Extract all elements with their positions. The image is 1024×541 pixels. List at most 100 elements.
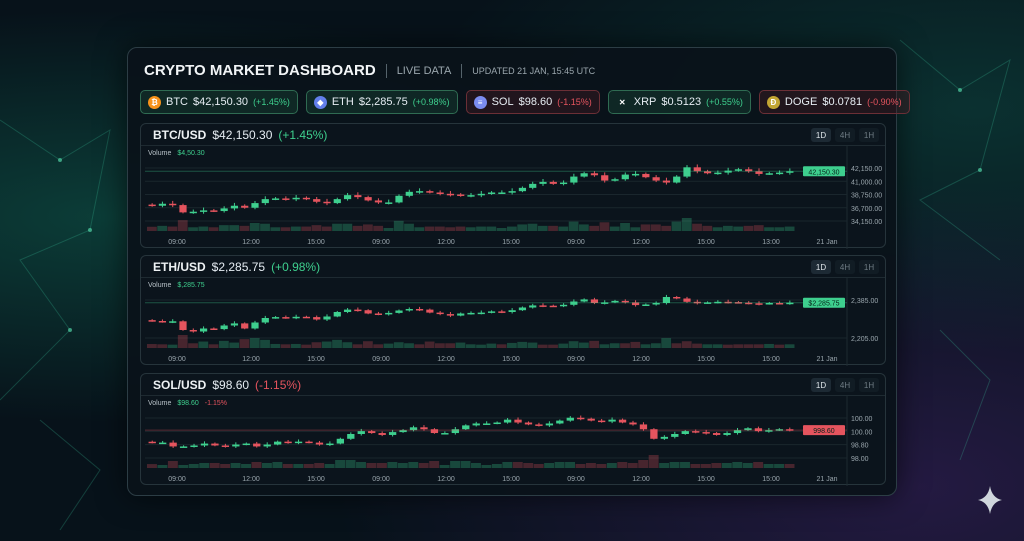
volume-bar (408, 462, 419, 468)
candle-body (539, 305, 547, 307)
ticker-xrp[interactable]: ✕ XRP $0.5123 (+0.55%) (607, 90, 751, 114)
x-tick-label: 09:00 (372, 239, 390, 246)
candle-body (498, 311, 506, 313)
volume-bar (753, 462, 764, 468)
volume-bar (435, 343, 445, 348)
volume-bar (743, 225, 754, 231)
volume-bar (301, 226, 312, 231)
ticker-symbol: BTC (166, 96, 188, 108)
volume-bar (280, 344, 291, 348)
volume-bar (424, 341, 435, 348)
volume-bar (648, 455, 659, 468)
candle-body (200, 443, 209, 446)
candle-body (271, 317, 280, 319)
candle-body (230, 205, 239, 209)
candle-body (662, 180, 671, 183)
ticker-change: (+0.98%) (412, 97, 450, 107)
timeframe-4h-button[interactable]: 4H (835, 128, 855, 142)
volume-bar (544, 463, 555, 468)
candle-body (524, 422, 533, 425)
timeframe-1d-button[interactable]: 1D (811, 378, 831, 392)
candle-body (755, 171, 763, 174)
y-tick-label: 98.80 (851, 443, 869, 450)
volume-bar (303, 464, 314, 468)
timeframe-1h-button[interactable]: 1H (859, 378, 879, 392)
volume-bar (147, 344, 157, 348)
volume-bar (188, 464, 199, 468)
timeframe-1h-button[interactable]: 1H (859, 128, 879, 142)
volume-bar (651, 343, 661, 348)
x-tick-label: 09:00 (372, 476, 390, 483)
volume-bar (445, 227, 456, 231)
timeframe-1d-button[interactable]: 1D (811, 128, 831, 142)
timeframe-selector: 1D 4H 1H (811, 378, 879, 392)
volume-bar (517, 341, 528, 348)
candlestick-chart[interactable]: 42,150.00 41,000.00 38,750.00 36,700.00 34,1… (141, 146, 887, 249)
volume-bar (599, 222, 610, 231)
volume-bar (565, 462, 575, 468)
candle-body (601, 302, 609, 304)
candle-body (775, 429, 783, 431)
pair-change: (+1.45%) (278, 127, 328, 142)
volume-bar (721, 463, 732, 468)
candle-body (590, 173, 599, 176)
volume-bar (429, 461, 440, 468)
ticker-sol[interactable]: ≡ SOL $98.60 (-1.15%) (465, 90, 600, 114)
volume-bar (671, 343, 682, 348)
ticker-symbol: SOL (491, 96, 514, 108)
volume-bar (681, 218, 692, 231)
volume-bar (609, 343, 620, 348)
candle-body (242, 443, 250, 446)
volume-bar (229, 225, 240, 231)
candle-body (190, 445, 198, 447)
volume-legend: Volume $4,50.30 (148, 150, 211, 157)
volume-bar (188, 343, 198, 348)
volume-bar (414, 227, 425, 231)
candle-body (775, 303, 784, 305)
timeframe-4h-button[interactable]: 4H (835, 260, 855, 274)
candle-body (629, 422, 637, 425)
price-tag (803, 166, 845, 177)
volume-bar (239, 225, 250, 231)
volume-bar (450, 461, 461, 468)
dogecoin-icon: Ð (766, 95, 780, 109)
candle-body (660, 436, 669, 439)
volume-bar (376, 463, 387, 468)
volume-bar (373, 225, 384, 231)
candle-body (642, 173, 650, 178)
candle-body (457, 313, 465, 316)
y-tick-label: 98.00 (851, 456, 869, 463)
ticker-doge[interactable]: Ð DOGE $0.0781 (-0.90%) (758, 90, 910, 114)
chart-card-btc: BTC/USD $42,150.30 (+1.45%) 1D 4H 1H Volume $… (140, 123, 887, 249)
volume-label: Volume (148, 282, 172, 289)
volume-bar (620, 343, 630, 348)
timeframe-4h-button[interactable]: 4H (835, 378, 855, 392)
candle-body (590, 299, 599, 303)
volume-bar (366, 463, 377, 468)
candle-body (364, 310, 372, 314)
timeframe-1d-button[interactable]: 1D (811, 260, 831, 274)
ticker-btc[interactable]: ₿ BTC $42,150.30 (+1.45%) (140, 90, 298, 114)
candle-body (179, 446, 188, 448)
candle-body (775, 172, 784, 175)
candle-body (477, 193, 485, 196)
ticker-eth[interactable]: ◆ ETH $2,285.75 (+0.98%) (305, 90, 458, 114)
candle-body (374, 313, 383, 315)
volume-bar (609, 226, 620, 231)
x-tick-label: 12:00 (632, 239, 650, 246)
pair-label: SOL/USD (153, 377, 207, 392)
volume-bar (507, 226, 517, 231)
candlestick-chart[interactable]: 2,385.00 2,205.00 $2,285.75 09:00 12:00 15:00… (141, 278, 887, 366)
volume-bar (280, 227, 291, 231)
candle-body (441, 433, 449, 435)
candle-body (158, 203, 167, 206)
candle-body (611, 300, 619, 303)
candle-body (292, 197, 300, 200)
timeframe-1h-button[interactable]: 1H (859, 260, 879, 274)
candle-body (744, 428, 752, 431)
candlestick-chart[interactable]: 100.00 100.00 98.80 98.00 998.60 09:00 12:00 15… (141, 396, 887, 486)
pair-change: (-1.15%) (255, 377, 302, 392)
candle-body (169, 442, 177, 447)
volume-bar (219, 225, 229, 231)
candle-body (451, 429, 459, 434)
